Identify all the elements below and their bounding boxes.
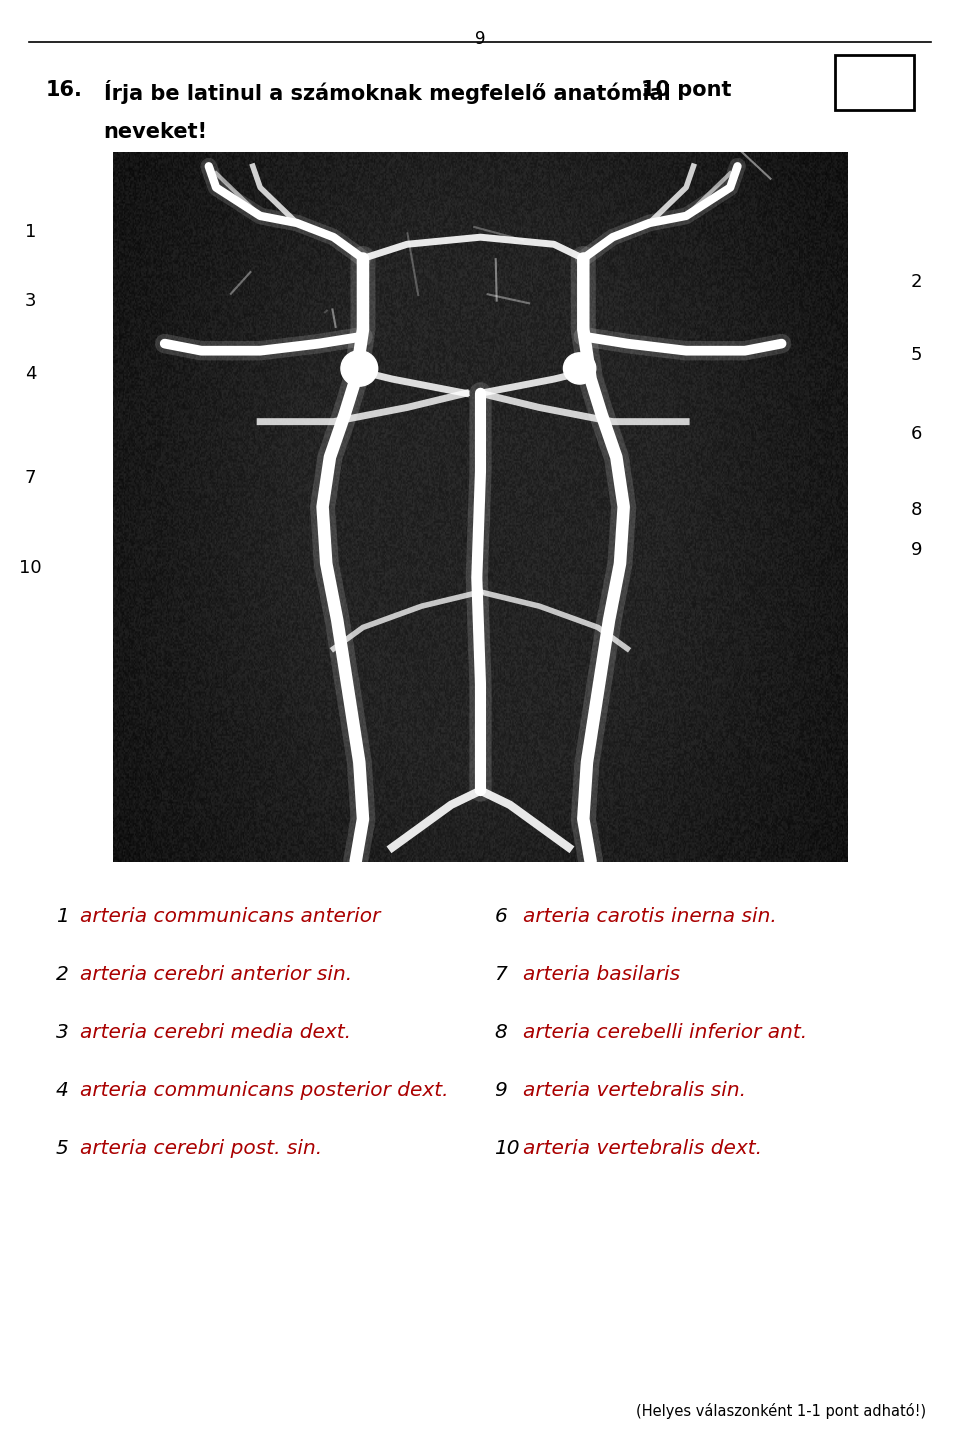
Text: (Helyes válaszonként 1-1 pont adható!): (Helyes válaszonként 1-1 pont adható!) [636, 1403, 926, 1419]
Text: arteria cerebri anterior sin.: arteria cerebri anterior sin. [80, 964, 351, 985]
Text: 7: 7 [25, 469, 36, 487]
Text: 9: 9 [494, 1080, 507, 1100]
Text: 8: 8 [494, 1022, 507, 1043]
Text: 6: 6 [911, 426, 923, 443]
Text: 6: 6 [494, 906, 507, 927]
Text: 3: 3 [56, 1022, 68, 1043]
Text: arteria basilaris: arteria basilaris [523, 964, 681, 985]
Text: 3: 3 [25, 292, 36, 310]
Circle shape [564, 353, 596, 384]
Text: arteria vertebralis sin.: arteria vertebralis sin. [523, 1080, 746, 1100]
Text: neveket!: neveket! [104, 122, 207, 142]
Text: arteria cerebri post. sin.: arteria cerebri post. sin. [80, 1138, 322, 1158]
Text: arteria communicans anterior: arteria communicans anterior [80, 906, 380, 927]
Text: 2: 2 [911, 274, 923, 291]
Text: 1: 1 [25, 223, 36, 240]
Text: arteria communicans posterior dext.: arteria communicans posterior dext. [80, 1080, 448, 1100]
Text: 7: 7 [494, 964, 507, 985]
Text: 4: 4 [56, 1080, 68, 1100]
Text: arteria vertebralis dext.: arteria vertebralis dext. [523, 1138, 762, 1158]
Text: 10: 10 [494, 1138, 520, 1158]
Text: arteria carotis inerna sin.: arteria carotis inerna sin. [523, 906, 777, 927]
Text: arteria cerebelli inferior ant.: arteria cerebelli inferior ant. [523, 1022, 807, 1043]
Text: 10: 10 [19, 559, 42, 576]
Circle shape [341, 350, 377, 387]
Bar [835, 55, 914, 110]
Text: 9: 9 [475, 30, 485, 48]
Text: 4: 4 [25, 365, 36, 382]
Text: 8: 8 [911, 501, 923, 518]
Text: 9: 9 [911, 542, 923, 559]
Text: 5: 5 [56, 1138, 68, 1158]
Text: Írja be latinul a számoknak megfelelő anatómiai: Írja be latinul a számoknak megfelelő an… [104, 80, 670, 104]
Text: 10 pont: 10 pont [641, 80, 732, 100]
Text: 16.: 16. [46, 80, 83, 100]
Text: arteria cerebri media dext.: arteria cerebri media dext. [80, 1022, 350, 1043]
Text: 5: 5 [911, 346, 923, 363]
Text: 2: 2 [56, 964, 68, 985]
Text: 1: 1 [56, 906, 68, 927]
